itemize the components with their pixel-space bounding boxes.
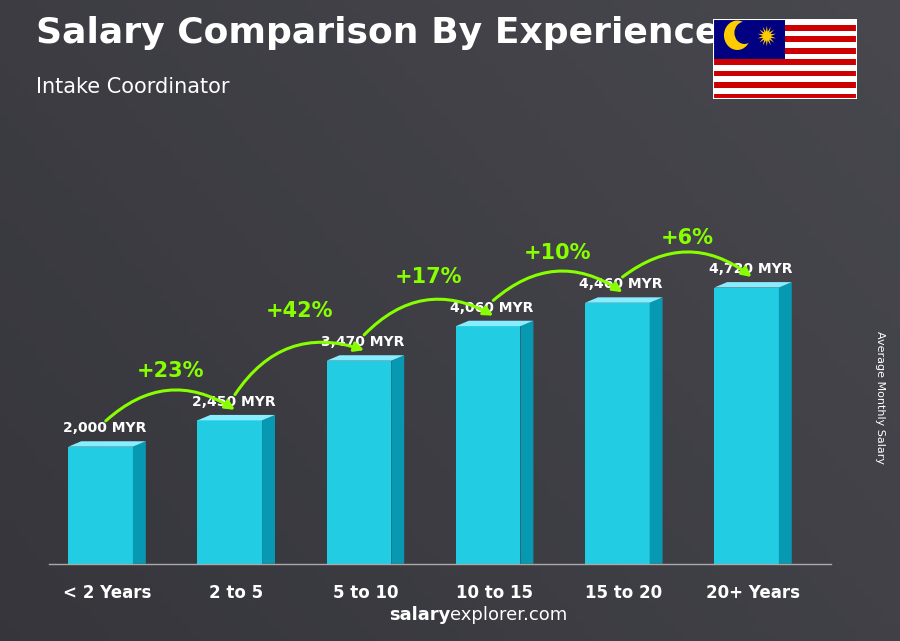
Text: +6%: +6% — [661, 228, 714, 248]
Polygon shape — [715, 288, 778, 563]
Text: 2,000 MYR: 2,000 MYR — [63, 421, 146, 435]
Text: salary: salary — [389, 606, 450, 624]
Polygon shape — [327, 361, 392, 563]
Circle shape — [735, 22, 754, 44]
Bar — [713, 25, 857, 31]
Text: +42%: +42% — [266, 301, 333, 321]
Bar — [713, 94, 857, 99]
Text: explorer.com: explorer.com — [450, 606, 567, 624]
Text: 20+ Years: 20+ Years — [706, 584, 800, 602]
Text: +10%: +10% — [524, 243, 591, 263]
Polygon shape — [68, 441, 146, 447]
Polygon shape — [262, 415, 275, 563]
Polygon shape — [456, 326, 520, 563]
Text: Average Monthly Salary: Average Monthly Salary — [875, 331, 886, 464]
Bar — [713, 19, 857, 25]
Polygon shape — [392, 355, 404, 563]
Bar — [713, 65, 857, 71]
Text: 15 to 20: 15 to 20 — [585, 584, 662, 602]
Bar — [713, 31, 857, 37]
Bar — [713, 88, 857, 94]
Polygon shape — [327, 355, 404, 361]
Polygon shape — [456, 320, 534, 326]
Polygon shape — [520, 320, 534, 563]
Bar — [713, 60, 857, 65]
Bar — [713, 54, 857, 60]
Text: 4,060 MYR: 4,060 MYR — [450, 301, 534, 315]
Bar — [713, 71, 857, 76]
Bar — [713, 37, 857, 42]
Polygon shape — [585, 303, 650, 563]
Text: 3,470 MYR: 3,470 MYR — [321, 335, 404, 349]
Text: < 2 Years: < 2 Years — [63, 584, 151, 602]
Bar — [713, 76, 857, 82]
Text: 2,450 MYR: 2,450 MYR — [192, 395, 275, 409]
Text: 4,460 MYR: 4,460 MYR — [580, 277, 663, 291]
Polygon shape — [68, 447, 133, 563]
Circle shape — [724, 21, 750, 49]
Text: 2 to 5: 2 to 5 — [209, 584, 264, 602]
Polygon shape — [715, 282, 792, 288]
Polygon shape — [197, 415, 275, 420]
Polygon shape — [585, 297, 662, 303]
Text: 10 to 15: 10 to 15 — [456, 584, 533, 602]
Bar — [713, 42, 857, 48]
Bar — [713, 19, 785, 60]
Polygon shape — [650, 297, 662, 563]
Bar — [713, 48, 857, 54]
Text: 4,720 MYR: 4,720 MYR — [708, 262, 792, 276]
Polygon shape — [197, 420, 262, 563]
Text: Intake Coordinator: Intake Coordinator — [36, 77, 230, 97]
Text: Salary Comparison By Experience: Salary Comparison By Experience — [36, 16, 719, 50]
Bar — [713, 82, 857, 88]
Polygon shape — [778, 282, 792, 563]
Polygon shape — [133, 441, 146, 563]
Text: 5 to 10: 5 to 10 — [333, 584, 398, 602]
Text: +17%: +17% — [395, 267, 463, 287]
Text: +23%: +23% — [137, 361, 204, 381]
Polygon shape — [758, 26, 776, 46]
